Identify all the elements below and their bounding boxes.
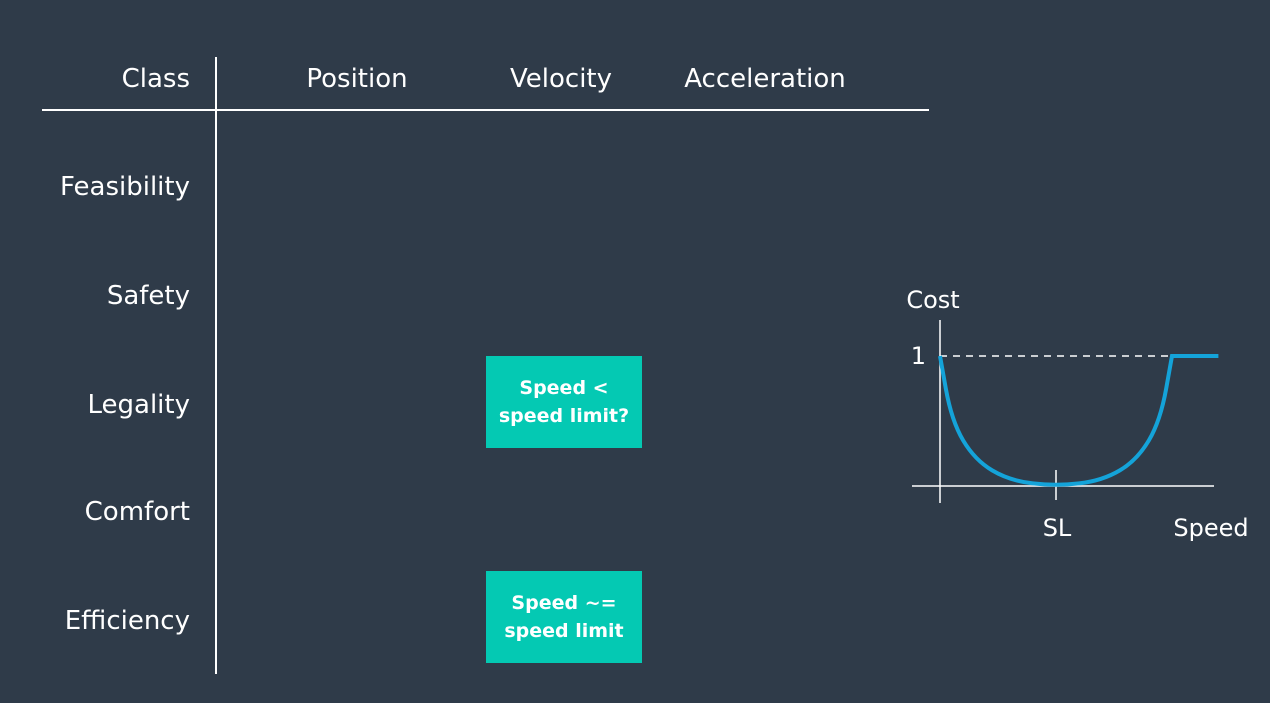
header-position: Position [306,64,408,94]
efficiency-velocity-cell: Speed ~= speed limit [486,571,642,663]
efficiency-velocity-text: Speed ~= speed limit [504,592,624,642]
header-divider [42,109,929,111]
row-label-legality: Legality [87,390,191,420]
cost-curve [938,354,1219,487]
row-label-feasibility: Feasibility [60,172,190,202]
row-label-safety: Safety [106,281,190,311]
class-column-divider [215,57,217,674]
x-tick-label-sl: SL [1043,514,1072,542]
row-label-efficiency: Efficiency [64,606,190,636]
header-velocity: Velocity [510,64,612,94]
legality-velocity-cell: Speed < speed limit? [486,356,642,448]
header-acceleration: Acceleration [684,64,846,94]
y-axis-label: Cost [906,286,959,314]
legality-velocity-text: Speed < speed limit? [498,377,630,427]
y-tick-label-1: 1 [911,342,926,370]
header-class: Class [121,64,190,94]
row-label-comfort: Comfort [84,497,190,527]
x-axis-label: Speed [1173,514,1248,542]
